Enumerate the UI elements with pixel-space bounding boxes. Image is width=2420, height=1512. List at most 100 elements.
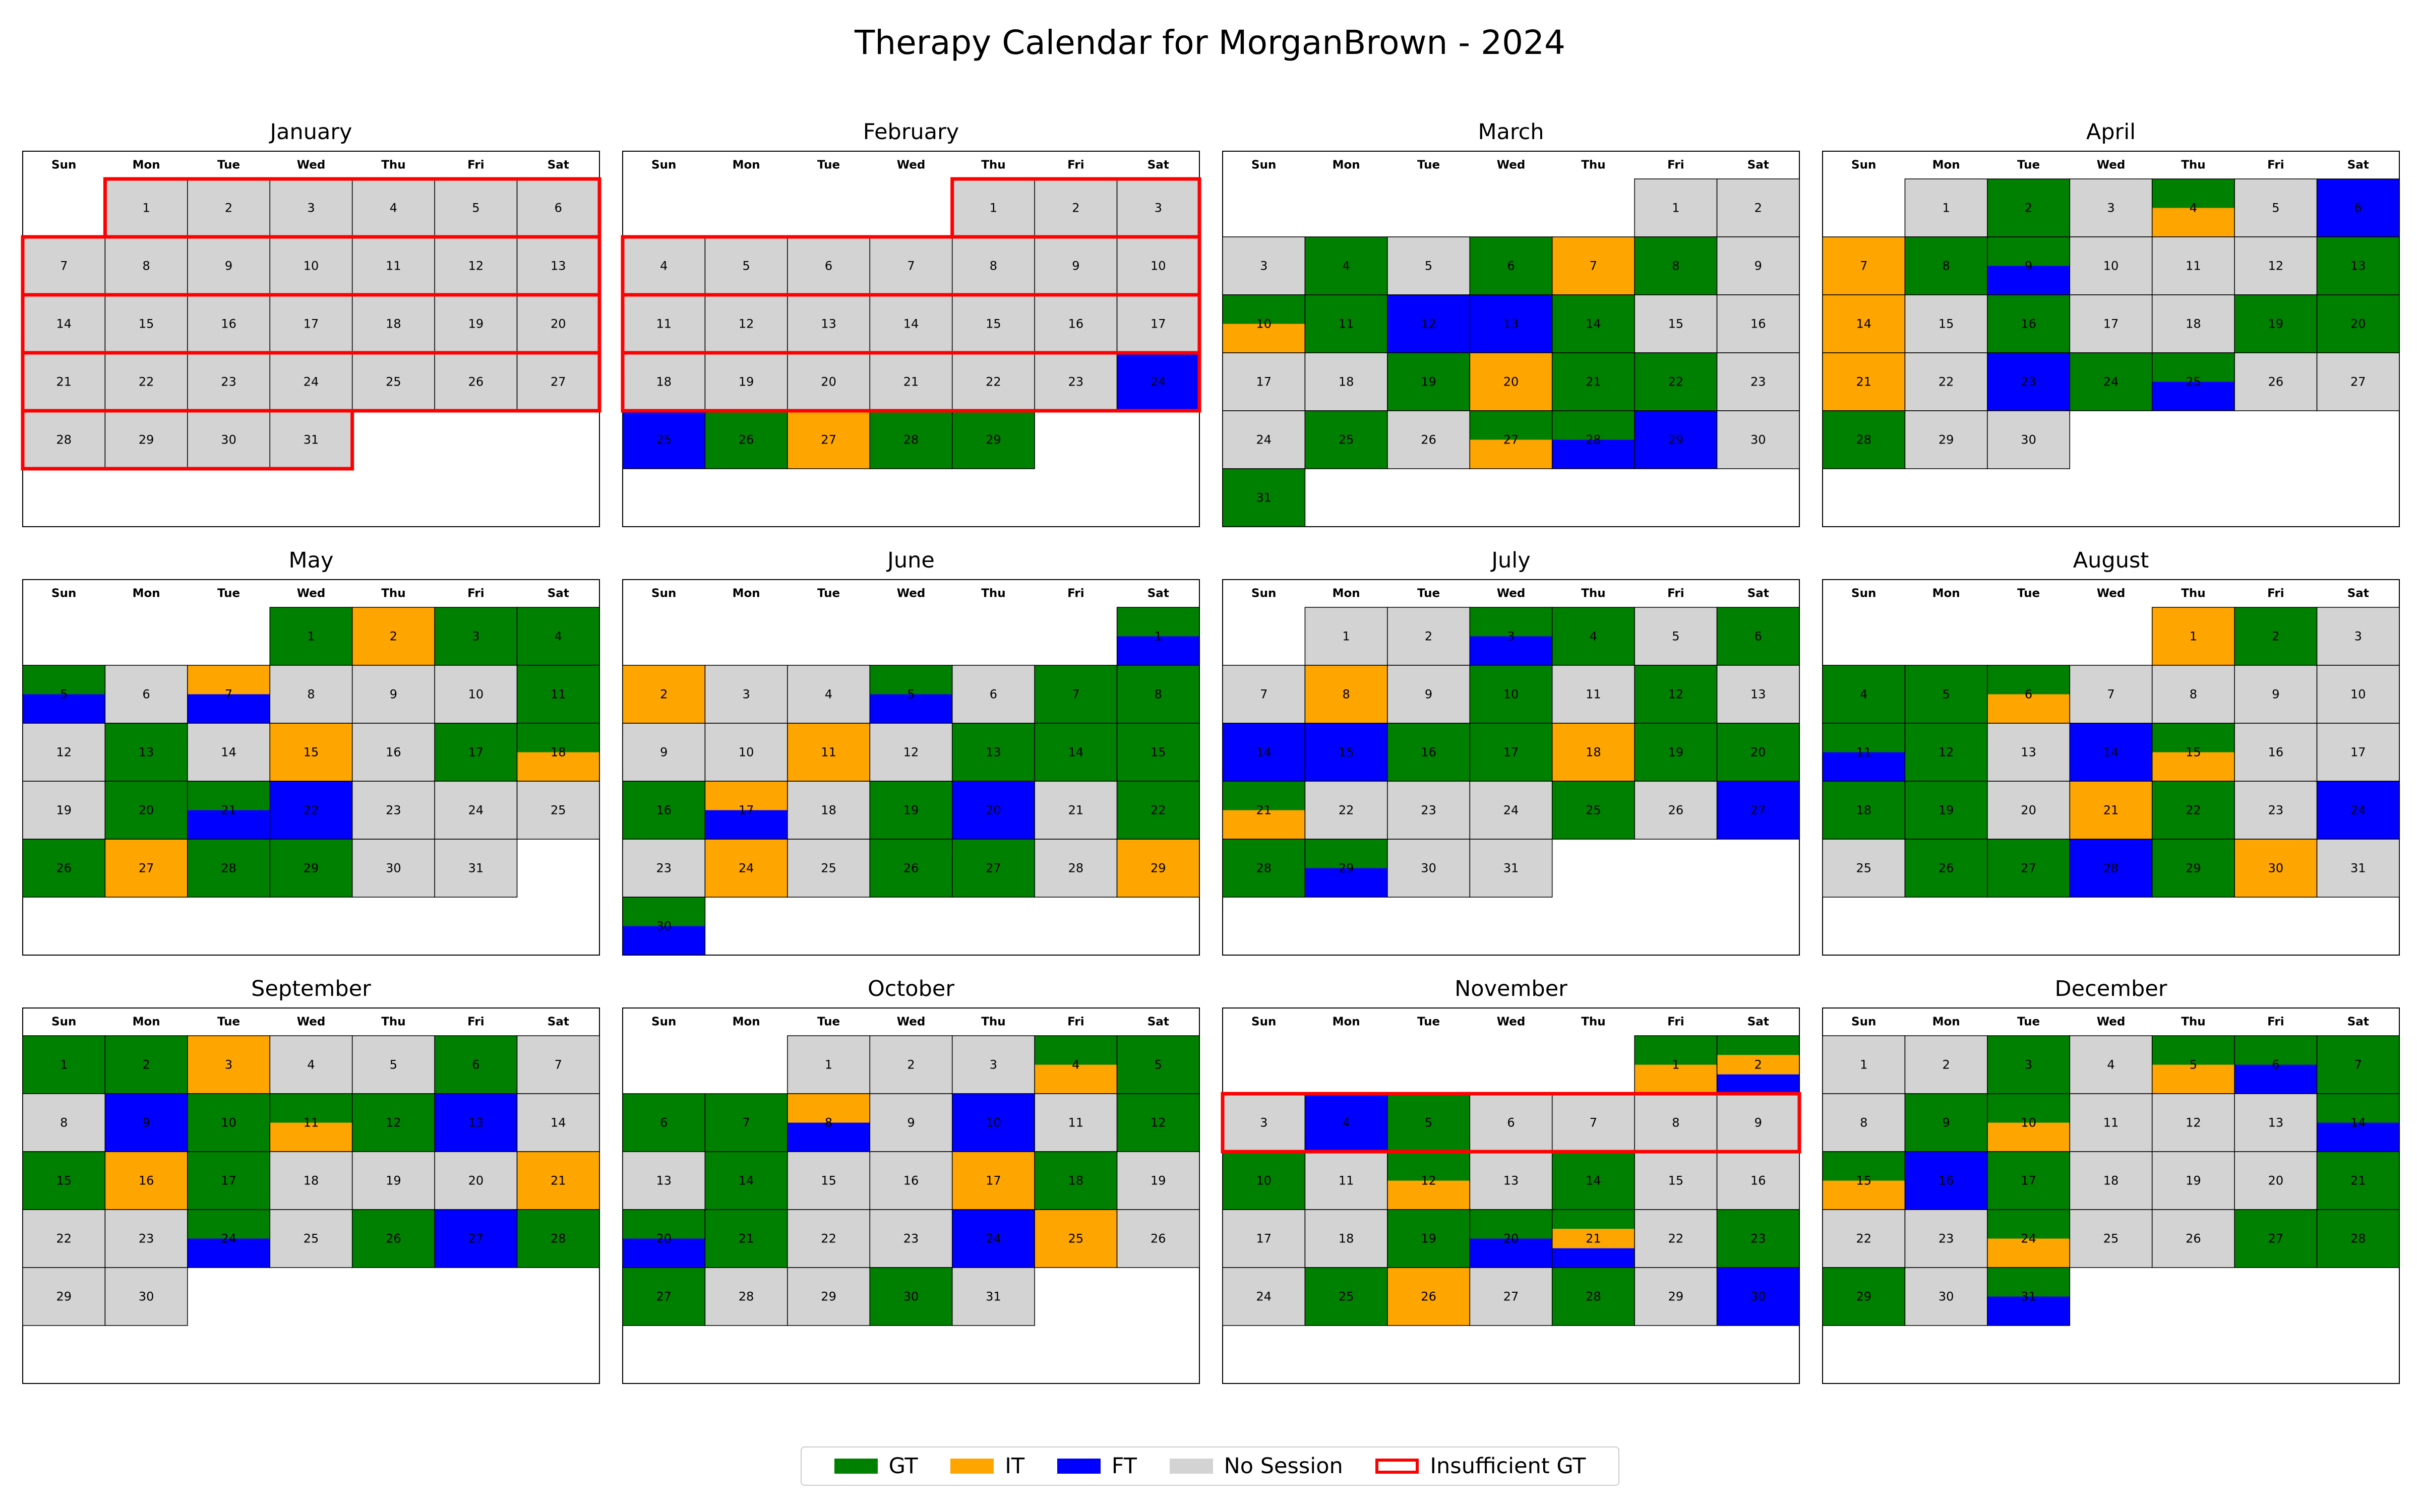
day-cell[interactable]: 14: [187, 723, 271, 782]
day-cell[interactable]: 9: [104, 1093, 188, 1152]
day-cell[interactable]: 17: [434, 723, 518, 782]
day-cell[interactable]: 10: [269, 236, 353, 295]
day-cell[interactable]: 20: [951, 781, 1035, 840]
day-cell[interactable]: 6: [2316, 178, 2400, 237]
day-cell[interactable]: 14: [1551, 294, 1635, 353]
day-cell[interactable]: 25: [1822, 839, 1906, 898]
day-cell[interactable]: 13: [951, 723, 1035, 782]
day-cell[interactable]: 27: [1987, 839, 2071, 898]
day-cell[interactable]: 23: [869, 1209, 953, 1268]
day-cell[interactable]: 28: [2069, 839, 2153, 898]
day-cell[interactable]: 6: [1716, 607, 1800, 666]
day-cell[interactable]: 6: [2234, 1035, 2318, 1094]
day-cell[interactable]: 3: [1469, 607, 1553, 666]
day-cell[interactable]: 6: [951, 665, 1035, 724]
day-cell[interactable]: 24: [269, 352, 353, 411]
day-cell[interactable]: 29: [787, 1267, 871, 1326]
day-cell[interactable]: 14: [22, 294, 106, 353]
day-cell[interactable]: 28: [22, 410, 106, 469]
day-cell[interactable]: 16: [1387, 723, 1471, 782]
day-cell[interactable]: 11: [1304, 294, 1388, 353]
day-cell[interactable]: 5: [2234, 178, 2318, 237]
day-cell[interactable]: 29: [951, 410, 1035, 469]
day-cell[interactable]: 17: [704, 781, 788, 840]
day-cell[interactable]: 22: [22, 1209, 106, 1268]
day-cell[interactable]: 5: [1387, 236, 1471, 295]
day-cell[interactable]: 9: [1034, 236, 1118, 295]
day-cell[interactable]: 16: [1904, 1151, 1988, 1210]
day-cell[interactable]: 26: [1904, 839, 1988, 898]
day-cell[interactable]: 23: [1716, 352, 1800, 411]
day-cell[interactable]: 12: [2234, 236, 2318, 295]
day-cell[interactable]: 20: [104, 781, 188, 840]
day-cell[interactable]: 7: [187, 665, 271, 724]
day-cell[interactable]: 25: [1551, 781, 1635, 840]
day-cell[interactable]: 26: [2234, 352, 2318, 411]
day-cell[interactable]: 6: [1469, 1093, 1553, 1152]
day-cell[interactable]: 29: [1634, 410, 1718, 469]
day-cell[interactable]: 1: [1116, 607, 1200, 666]
day-cell[interactable]: 11: [351, 236, 435, 295]
day-cell[interactable]: 27: [622, 1267, 706, 1326]
day-cell[interactable]: 31: [434, 839, 518, 898]
day-cell[interactable]: 9: [187, 236, 271, 295]
day-cell[interactable]: 22: [787, 1209, 871, 1268]
day-cell[interactable]: 27: [951, 839, 1035, 898]
day-cell[interactable]: 29: [1822, 1267, 1906, 1326]
day-cell[interactable]: 24: [1222, 410, 1306, 469]
day-cell[interactable]: 12: [704, 294, 788, 353]
day-cell[interactable]: 2: [1034, 178, 1118, 237]
day-cell[interactable]: 14: [1034, 723, 1118, 782]
day-cell[interactable]: 15: [1822, 1151, 1906, 1210]
day-cell[interactable]: 4: [269, 1035, 353, 1094]
day-cell[interactable]: 23: [187, 352, 271, 411]
day-cell[interactable]: 15: [951, 294, 1035, 353]
day-cell[interactable]: 14: [2069, 723, 2153, 782]
day-cell[interactable]: 21: [187, 781, 271, 840]
day-cell[interactable]: 14: [1822, 294, 1906, 353]
day-cell[interactable]: 26: [22, 839, 106, 898]
day-cell[interactable]: 31: [269, 410, 353, 469]
day-cell[interactable]: 18: [787, 781, 871, 840]
day-cell[interactable]: 7: [704, 1093, 788, 1152]
day-cell[interactable]: 17: [1222, 1209, 1306, 1268]
day-cell[interactable]: 3: [434, 607, 518, 666]
day-cell[interactable]: 2: [1987, 178, 2071, 237]
day-cell[interactable]: 10: [951, 1093, 1035, 1152]
day-cell[interactable]: 9: [869, 1093, 953, 1152]
day-cell[interactable]: 21: [1551, 352, 1635, 411]
day-cell[interactable]: 14: [704, 1151, 788, 1210]
day-cell[interactable]: 30: [187, 410, 271, 469]
day-cell[interactable]: 14: [869, 294, 953, 353]
day-cell[interactable]: 29: [1634, 1267, 1718, 1326]
day-cell[interactable]: 26: [704, 410, 788, 469]
day-cell[interactable]: 22: [1904, 352, 1988, 411]
day-cell[interactable]: 28: [516, 1209, 600, 1268]
day-cell[interactable]: 27: [787, 410, 871, 469]
day-cell[interactable]: 13: [1716, 665, 1800, 724]
day-cell[interactable]: 18: [1822, 781, 1906, 840]
day-cell[interactable]: 13: [2316, 236, 2400, 295]
day-cell[interactable]: 12: [2151, 1093, 2235, 1152]
day-cell[interactable]: 13: [2234, 1093, 2318, 1152]
day-cell[interactable]: 1: [787, 1035, 871, 1094]
day-cell[interactable]: 8: [1822, 1093, 1906, 1152]
day-cell[interactable]: 24: [1987, 1209, 2071, 1268]
day-cell[interactable]: 20: [1469, 352, 1553, 411]
day-cell[interactable]: 22: [1634, 352, 1718, 411]
day-cell[interactable]: 8: [787, 1093, 871, 1152]
day-cell[interactable]: 15: [2151, 723, 2235, 782]
day-cell[interactable]: 13: [1469, 1151, 1553, 1210]
day-cell[interactable]: 22: [269, 781, 353, 840]
day-cell[interactable]: 22: [104, 352, 188, 411]
day-cell[interactable]: 30: [1904, 1267, 1988, 1326]
day-cell[interactable]: 6: [622, 1093, 706, 1152]
day-cell[interactable]: 8: [1634, 236, 1718, 295]
day-cell[interactable]: 23: [1716, 1209, 1800, 1268]
day-cell[interactable]: 30: [1716, 410, 1800, 469]
day-cell[interactable]: 24: [434, 781, 518, 840]
day-cell[interactable]: 5: [1116, 1035, 1200, 1094]
day-cell[interactable]: 2: [2234, 607, 2318, 666]
day-cell[interactable]: 24: [1469, 781, 1553, 840]
day-cell[interactable]: 22: [1304, 781, 1388, 840]
